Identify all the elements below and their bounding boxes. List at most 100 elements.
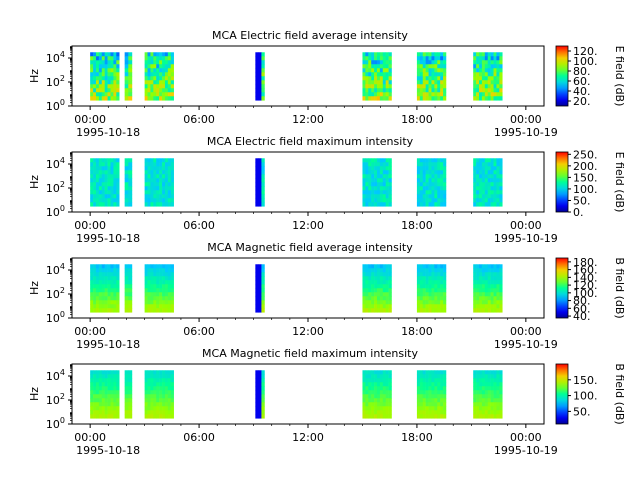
panel-4: MCA Magnetic field maximum intensity 100 1… (28, 347, 626, 457)
panel-2: MCA Electric field maximum intensity 100 1… (28, 135, 626, 245)
x-tick-label: 00:00 (74, 325, 106, 338)
y-tick-label: 104 (46, 50, 65, 65)
panel-title: MCA Electric field maximum intensity (207, 135, 414, 148)
panel-title: MCA Electric field average intensity (212, 29, 408, 42)
y-tick-label: 100 (46, 310, 65, 325)
x-tick-label: 00:00 (74, 113, 106, 126)
colorbar-label: B field (dB) (613, 363, 626, 424)
colorbar: 40.60.80.100.120.140.160.180. B field (dB… (555, 256, 626, 323)
colorbar-label: B field (dB) (613, 257, 626, 318)
panel-title: MCA Magnetic field maximum intensity (202, 347, 418, 360)
colorbar: 0.50.100.150.200.250. E field (dB) (555, 148, 626, 219)
data-segment (416, 370, 447, 419)
x-tick-label: 00:00 (74, 431, 106, 444)
data-segment (255, 264, 265, 313)
data-segment (124, 370, 133, 419)
data-segment (144, 264, 174, 313)
data-segment (90, 52, 120, 101)
colorbar-label: E field (dB) (613, 152, 626, 213)
panel-1: MCA Electric field average intensity 100 1… (28, 29, 626, 139)
x-tick-label: 12:00 (292, 219, 324, 232)
colorbar-tick-label: 200. (573, 160, 598, 173)
y-tick-label: 102 (46, 180, 65, 195)
data-segment (90, 370, 120, 419)
x-date-label: 1995-10-18 (76, 232, 140, 245)
colorbar: 20.40.60.80.100.120. E field (dB) (555, 45, 626, 108)
y-tick-label: 104 (46, 156, 65, 171)
colorbar-tick-label: 140. (573, 271, 598, 284)
colorbar-tick-label: 150. (573, 171, 598, 184)
data-segment (255, 158, 265, 207)
colorbar-tick-label: 150. (573, 374, 598, 387)
x-tick-label: 00:00 (510, 325, 542, 338)
data-segment (362, 370, 392, 419)
colorbar-tick-label: 0. (573, 206, 584, 219)
colorbar-tick-label: 50. (573, 194, 591, 207)
x-tick-label: 00:00 (510, 219, 542, 232)
data-segment (124, 158, 133, 207)
data-segment (473, 370, 503, 419)
panel-title: MCA Magnetic field average intensity (207, 241, 413, 254)
x-tick-label: 18:00 (401, 431, 433, 444)
data-segment (90, 158, 120, 207)
data-segment (255, 370, 265, 419)
data-segment (473, 264, 503, 313)
y-tick-label: 102 (46, 286, 65, 301)
y-axis-label: Hz (28, 175, 41, 189)
colorbar-tick-label: 100. (573, 183, 598, 196)
data-segment (124, 52, 133, 101)
colorbar-tick-label: 100. (573, 55, 598, 68)
colorbar: 50. 100. 150. B field (dB) (555, 363, 626, 425)
x-tick-label: 06:00 (183, 219, 215, 232)
colorbar-tick-label: 250. (573, 148, 598, 161)
colorbar-tick-label: 40. (573, 85, 591, 98)
colorbar-tick-label: 60. (573, 302, 591, 315)
x-date-label: 1995-10-19 (494, 338, 558, 351)
data-segment (90, 264, 120, 313)
x-date-label: 1995-10-19 (494, 444, 558, 457)
x-date-label: 1995-10-18 (76, 444, 140, 457)
colorbar-tick-label: 50. (573, 405, 591, 418)
data-segment (416, 264, 447, 313)
colorbar-tick-label: 20. (573, 95, 591, 108)
y-axis-label: Hz (28, 69, 41, 83)
colorbar-tick-label: 100. (573, 287, 598, 300)
data-segment (473, 52, 503, 101)
y-axis-label: Hz (28, 387, 41, 401)
colorbar-tick-label: 120. (573, 279, 598, 292)
panel-3: MCA Magnetic field average intensity 100 1… (28, 241, 626, 351)
y-tick-label: 104 (46, 262, 65, 277)
y-tick-label: 102 (46, 74, 65, 89)
data-segment (144, 370, 174, 419)
colorbar-tick-label: 80. (573, 295, 591, 308)
x-date-label: 1995-10-19 (494, 232, 558, 245)
y-axis-label: Hz (28, 281, 41, 295)
x-date-label: 1995-10-19 (494, 126, 558, 139)
x-tick-label: 06:00 (183, 325, 215, 338)
data-segment (144, 158, 174, 207)
x-date-label: 1995-10-18 (76, 126, 140, 139)
x-tick-label: 12:00 (292, 431, 324, 444)
y-tick-label: 104 (46, 368, 65, 383)
x-tick-label: 12:00 (292, 325, 324, 338)
x-date-label: 1995-10-18 (76, 338, 140, 351)
y-tick-label: 100 (46, 416, 65, 431)
colorbar-tick-label: 120. (573, 45, 598, 58)
colorbar-tick-label: 40. (573, 310, 591, 323)
x-tick-label: 00:00 (510, 431, 542, 444)
data-segment (362, 158, 392, 207)
x-tick-label: 12:00 (292, 113, 324, 126)
x-tick-label: 00:00 (74, 219, 106, 232)
y-tick-label: 100 (46, 98, 65, 113)
y-tick-label: 100 (46, 204, 65, 219)
data-segment (255, 52, 265, 101)
x-tick-label: 18:00 (401, 113, 433, 126)
data-segment (124, 264, 133, 313)
data-segment (416, 52, 447, 101)
colorbar-tick-label: 80. (573, 65, 591, 78)
data-segment (144, 52, 174, 101)
x-tick-label: 18:00 (401, 325, 433, 338)
data-segment (362, 264, 392, 313)
colorbar-label: E field (dB) (613, 46, 626, 107)
x-tick-label: 06:00 (183, 113, 215, 126)
